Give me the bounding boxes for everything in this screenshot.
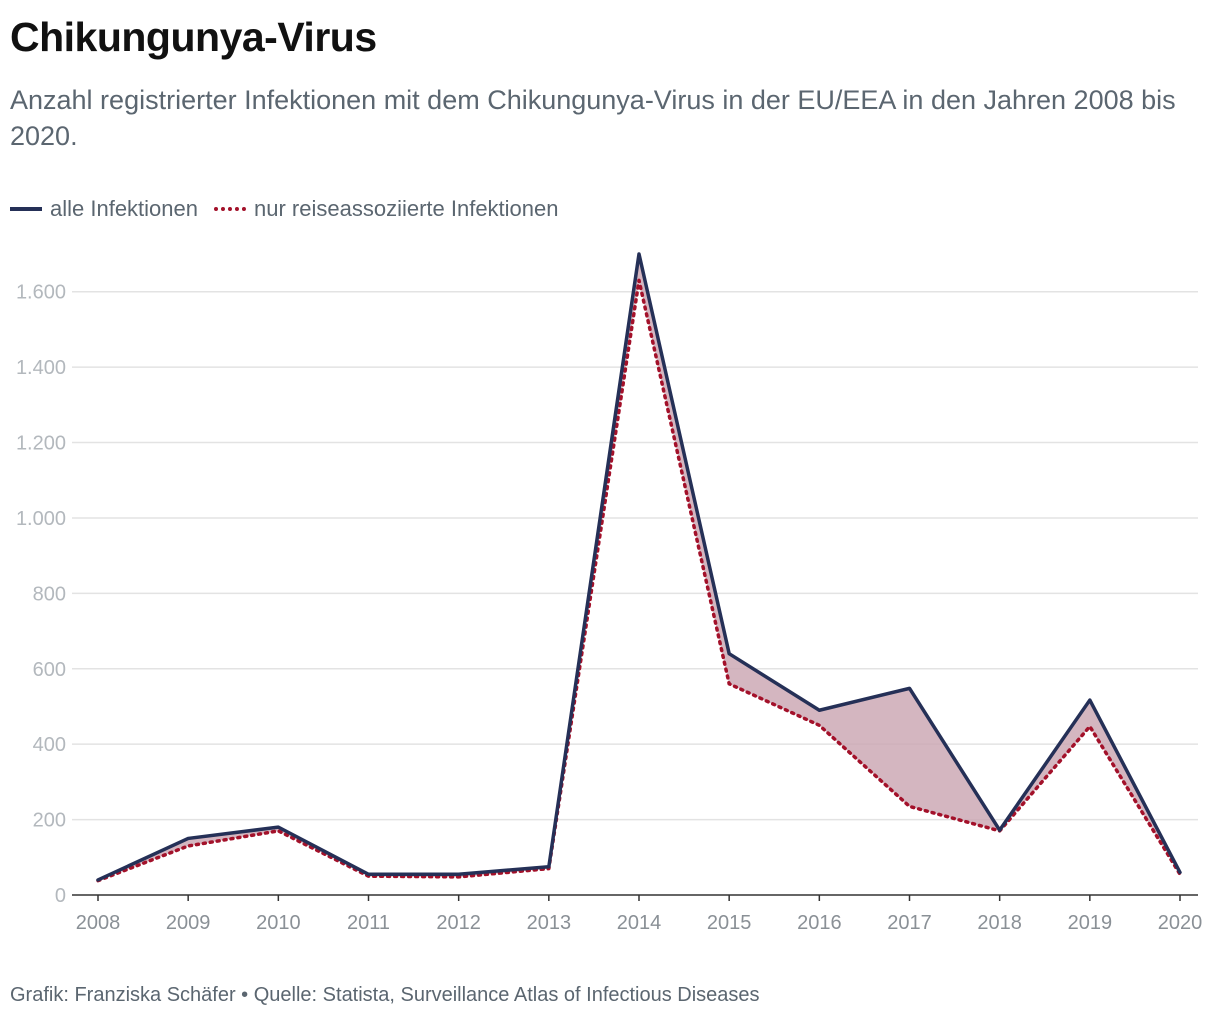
legend-label-travel-infections: nur reiseassoziierte Infektionen: [254, 196, 559, 221]
y-tick-label: 1.400: [16, 357, 66, 379]
series-lines-layer: [96, 252, 1182, 883]
y-tick-label: 1.600: [16, 282, 66, 304]
x-tick-label: 2018: [977, 912, 1022, 934]
legend-item-all-infections: alle Infektionen: [10, 196, 198, 222]
legend-item-travel-infections: nur reiseassoziierte Infektionen: [214, 196, 559, 222]
legend-swatch-dotted: [214, 207, 246, 211]
series-line-travel-infections: [96, 278, 1182, 883]
footer-credit: Grafik: Franziska Schäfer • Quelle: Stat…: [10, 984, 760, 1006]
x-tick-label: 2016: [797, 912, 842, 934]
y-tick-label: 800: [33, 583, 66, 605]
x-tick-label: 2010: [256, 912, 301, 934]
series-line-all-infections: [96, 252, 1182, 882]
y-tick-label: 0: [55, 885, 66, 907]
x-tick-label: 2019: [1068, 912, 1113, 934]
difference-fill-layer: [98, 254, 1180, 881]
x-tick-label: 2013: [527, 912, 572, 934]
y-tick-label: 400: [33, 734, 66, 756]
chart-title: Chikungunya-Virus: [10, 14, 377, 60]
x-tick-label: 2012: [436, 912, 481, 934]
x-tick-label: 2017: [887, 912, 932, 934]
x-tick-label: 2020: [1158, 912, 1203, 934]
legend-label-all-infections: alle Infektionen: [50, 196, 198, 221]
chart-subtitle: Anzahl registrierter Infektionen mit dem…: [10, 85, 1176, 151]
y-tick-labels: 0 200 400 600 800 1.000 1.200 1.400 1.600: [16, 282, 66, 907]
legend: alle Infektionen nur reiseassoziierte In…: [10, 194, 575, 224]
y-tick-label: 1.200: [16, 433, 66, 455]
grid-layer: [72, 290, 1198, 896]
x-tick-label: 2009: [166, 912, 211, 934]
legend-swatch-solid: [10, 207, 42, 211]
difference-area: [98, 254, 1180, 881]
y-tick-label: 600: [33, 659, 66, 681]
x-tick-label: 2015: [707, 912, 752, 934]
x-tick-labels: 2008 2009 2010 2011 2012 2013 2014 2015 2016 2017…: [76, 895, 1203, 934]
x-tick-label: 2014: [617, 912, 662, 934]
x-tick-label: 2008: [76, 912, 121, 934]
x-tick-label: 2011: [347, 912, 390, 934]
y-tick-label: 200: [33, 810, 66, 832]
y-tick-label: 1.000: [16, 508, 66, 530]
